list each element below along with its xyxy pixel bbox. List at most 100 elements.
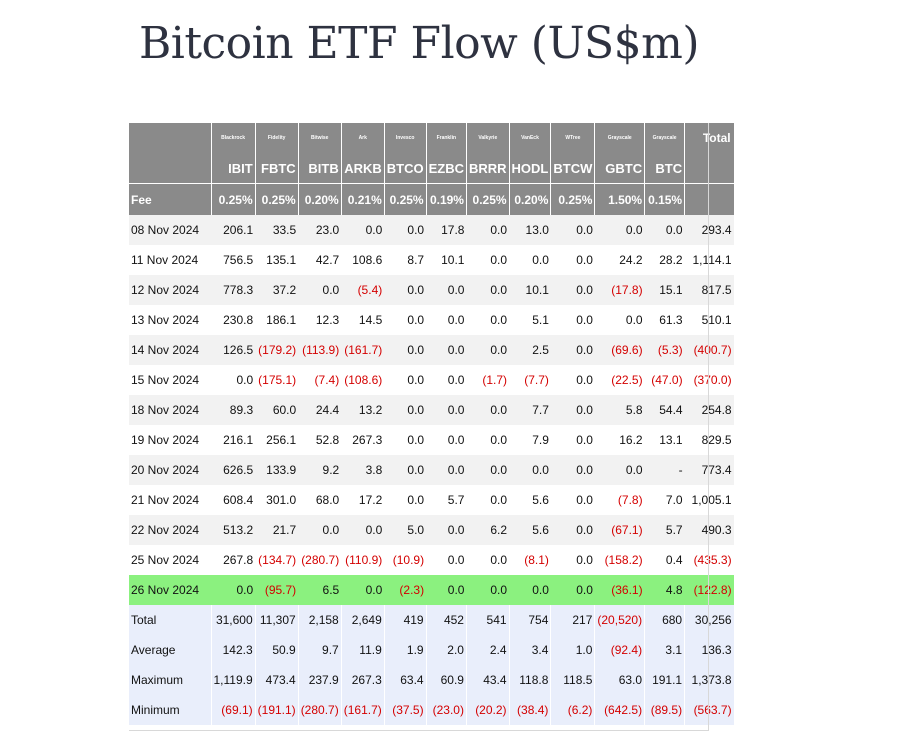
flow-cell: (7.4) — [298, 365, 342, 395]
stats-cell: 118.8 — [508, 665, 551, 695]
table-row: 14 Nov 2024 126.5 (179.2) (113.9) (161.7) 0.0… — [129, 335, 734, 365]
table-row: 15 Nov 2024 0.0 (175.1) (7.4) (108.6) 0.0 0.0(… — [129, 365, 734, 395]
flow-cell: (158.2) — [594, 545, 645, 575]
flow-cell: 0.0 — [384, 215, 427, 245]
flow-cell: (110.9) — [341, 545, 385, 575]
row-total-cell: 490.3 — [684, 515, 734, 545]
flow-cell: (67.1) — [594, 515, 645, 545]
row-total-cell: 254.8 — [684, 395, 734, 425]
flow-cell: 0.0 — [384, 395, 427, 425]
etf-flow-table: Blackrock Fidelity Bitwise Ark Invesco Frankl… — [129, 123, 734, 725]
date-cell: 08 Nov 2024 — [129, 215, 211, 245]
flow-cell: 13.2 — [341, 395, 385, 425]
flow-cell: 0.0 — [594, 215, 645, 245]
flow-cell: 5.7 — [426, 485, 467, 515]
stats-cell: (92.4) — [594, 635, 645, 665]
table-row: 20 Nov 2024 626.5 133.9 9.2 3.8 0.0 0.0 0.0 0.0 0… — [129, 455, 734, 485]
flow-cell: 10.1 — [426, 245, 467, 275]
stats-cell: (6.2) — [550, 695, 595, 725]
issuer-header: WTree — [550, 123, 595, 153]
flow-cell: 206.1 — [211, 215, 256, 245]
flow-cell: 5.6 — [509, 515, 551, 545]
flow-cell: 7.9 — [509, 425, 551, 455]
flow-cell: (47.0) — [644, 365, 685, 395]
flow-cell: 0.0 — [466, 275, 510, 305]
stats-cell: (37.5) — [383, 695, 427, 725]
date-cell: 26 Nov 2024 — [129, 575, 211, 605]
flow-cell: 0.0 — [298, 515, 342, 545]
flow-cell: 0.0 — [426, 275, 467, 305]
flow-cell: 0.0 — [211, 365, 256, 395]
flow-cell: 7.7 — [509, 395, 551, 425]
flow-cell: (5.4) — [341, 275, 385, 305]
stats-cell: (89.5) — [644, 695, 685, 725]
row-total-cell: (122.8) — [684, 575, 734, 605]
flow-cell: 778.3 — [211, 275, 256, 305]
issuer-header: Ark — [340, 123, 385, 153]
flow-cell: 0.0 — [466, 335, 510, 365]
flow-cell: (17.8) — [594, 275, 645, 305]
flow-cell: 0.0 — [550, 275, 595, 305]
flow-cell: 60.0 — [255, 395, 299, 425]
ticker-header: BRRR — [465, 153, 510, 184]
date-cell: 14 Nov 2024 — [129, 335, 211, 365]
stats-label: Maximum — [129, 665, 211, 695]
stats-cell: 2.4 — [465, 635, 510, 665]
stats-cell: (38.4) — [508, 695, 551, 725]
flow-cell: 15.1 — [644, 275, 685, 305]
flow-cell: 133.9 — [255, 455, 299, 485]
flow-cell: 0.0 — [550, 575, 595, 605]
stats-cell: (563.7) — [684, 695, 734, 725]
flow-cell: (8.1) — [509, 545, 551, 575]
stats-cell: 63.4 — [383, 665, 427, 695]
stats-cell: 2,649 — [340, 605, 385, 635]
flow-cell: (113.9) — [298, 335, 342, 365]
stats-label: Total — [129, 605, 211, 635]
flow-cell: 756.5 — [211, 245, 256, 275]
flow-cell: 0.0 — [550, 545, 595, 575]
date-cell: 18 Nov 2024 — [129, 395, 211, 425]
flow-cell: (175.1) — [255, 365, 299, 395]
stats-cell: 541 — [465, 605, 510, 635]
header-corner — [129, 153, 211, 184]
row-total-cell: 817.5 — [684, 275, 734, 305]
flow-cell: 42.7 — [298, 245, 342, 275]
table-row: 12 Nov 2024 778.3 37.2 0.0 (5.4) 0.0 0.0 0.0 10.… — [129, 275, 734, 305]
flow-cell: 230.8 — [211, 305, 256, 335]
flow-cell: 28.2 — [644, 245, 685, 275]
date-cell: 11 Nov 2024 — [129, 245, 211, 275]
fee-row: Fee 0.25% 0.25% 0.20% 0.21% 0.25% 0.19% 0.25% 0.… — [129, 183, 734, 215]
stats-cell: 136.3 — [684, 635, 734, 665]
table-row: 13 Nov 2024 230.8 186.1 12.3 14.5 0.0 0.0 0.0 5.… — [129, 305, 734, 335]
flow-cell: 0.0 — [426, 395, 467, 425]
ticker-header: HODL — [508, 153, 551, 184]
flow-cell: (69.6) — [594, 335, 645, 365]
stats-cell: 2.0 — [425, 635, 467, 665]
date-cell: 15 Nov 2024 — [129, 365, 211, 395]
flow-cell: 0.0 — [466, 545, 510, 575]
page-title: Bitcoin ETF Flow (US$m) — [138, 18, 700, 69]
fee-value: 0.21% — [340, 183, 385, 215]
issuer-header: Grayscale — [594, 123, 645, 153]
flow-cell: 0.0 — [509, 455, 551, 485]
stats-label: Average — [129, 635, 211, 665]
ticker-header: FBTC — [254, 153, 299, 184]
flow-cell: 13.0 — [509, 215, 551, 245]
stats-cell: (280.7) — [297, 695, 342, 725]
stats-cell: 11,307 — [254, 605, 299, 635]
flow-cell: 0.0 — [550, 515, 595, 545]
flow-cell: 0.0 — [550, 425, 595, 455]
flow-cell: 0.0 — [384, 275, 427, 305]
flow-cell: 108.6 — [341, 245, 385, 275]
issuer-header: Grayscale — [644, 123, 685, 153]
issuer-header-row: Blackrock Fidelity Bitwise Ark Invesco Frankl… — [129, 123, 734, 153]
flow-cell: 0.0 — [466, 425, 510, 455]
flow-cell: 0.0 — [426, 575, 467, 605]
flow-cell: 0.4 — [644, 545, 685, 575]
stats-cell: 217 — [550, 605, 595, 635]
flow-cell: 0.0 — [341, 515, 385, 545]
total-header: Total — [684, 123, 734, 153]
date-cell: 19 Nov 2024 — [129, 425, 211, 455]
flow-cell: 54.4 — [644, 395, 685, 425]
ticker-header: IBIT — [210, 153, 256, 184]
